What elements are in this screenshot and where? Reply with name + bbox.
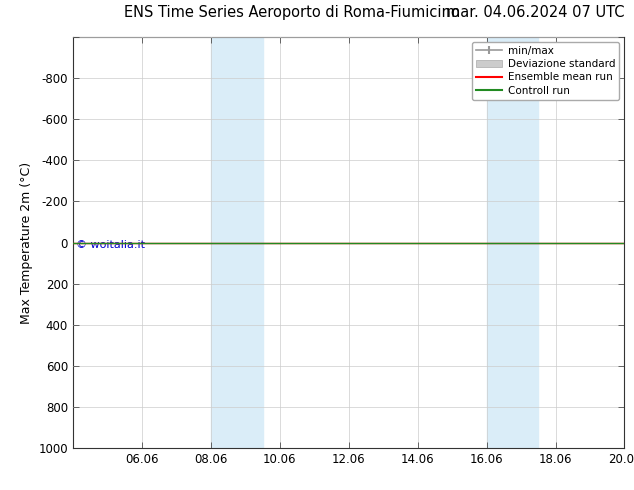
Y-axis label: Max Temperature 2m (°C): Max Temperature 2m (°C) — [20, 162, 33, 323]
Bar — [210, 37, 262, 448]
Text: mar. 04.06.2024 07 UTC: mar. 04.06.2024 07 UTC — [446, 4, 624, 20]
Text: © woitalia.it: © woitalia.it — [75, 241, 145, 250]
Text: ENS Time Series Aeroporto di Roma-Fiumicino: ENS Time Series Aeroporto di Roma-Fiumic… — [124, 4, 460, 20]
Bar — [487, 37, 538, 448]
Legend: min/max, Deviazione standard, Ensemble mean run, Controll run: min/max, Deviazione standard, Ensemble m… — [472, 42, 619, 99]
